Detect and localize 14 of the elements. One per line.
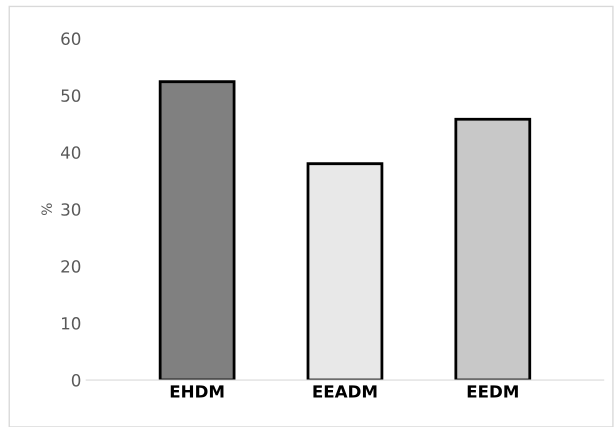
x-tick-label: EEDM (468, 385, 518, 398)
y-tick-label: 40 (60, 146, 80, 159)
y-tick-label: 20 (61, 260, 80, 273)
y-axis-title: % (41, 203, 52, 216)
y-tick-label: 30 (61, 203, 80, 216)
y-tick-label: 10 (62, 317, 80, 330)
y-tick-label: 50 (61, 89, 80, 102)
bar (158, 80, 236, 380)
bar (454, 118, 532, 380)
y-tick-label: 60 (61, 32, 80, 45)
y-tick-label: 0 (72, 374, 80, 387)
bar (306, 162, 384, 380)
x-tick-label: EHDM (170, 385, 224, 398)
x-tick-label: EEADM (313, 385, 376, 398)
